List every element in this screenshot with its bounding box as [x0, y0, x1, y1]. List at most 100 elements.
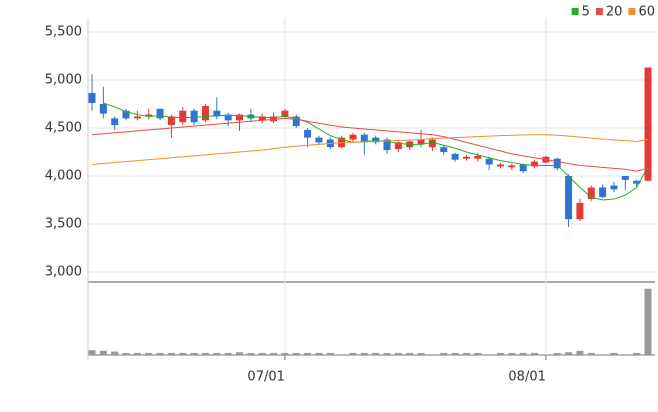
- candle-body: [111, 118, 119, 126]
- volume-bar: [179, 352, 187, 355]
- volume-bar: [406, 352, 414, 355]
- candle-body: [462, 156, 470, 159]
- volume-bar: [440, 352, 448, 355]
- candle-body: [428, 139, 436, 148]
- volume-bar: [372, 352, 380, 355]
- x-tick-label: 07/01: [247, 370, 284, 385]
- candle-body: [224, 114, 232, 121]
- volume-bar: [304, 352, 312, 355]
- candle-body: [519, 164, 527, 172]
- volume-bar: [349, 352, 357, 355]
- y-tick-label: 3,500: [45, 217, 82, 232]
- candle-body: [349, 134, 357, 140]
- volume-bar: [133, 352, 141, 355]
- y-tick-label: 3,000: [45, 265, 82, 280]
- candle-body: [576, 202, 584, 220]
- candle-body: [236, 114, 244, 121]
- volume-bar: [519, 352, 527, 355]
- volume-bar: [576, 350, 584, 355]
- candle-body: [621, 176, 629, 180]
- volume-bar: [360, 352, 368, 355]
- candle-body: [531, 161, 539, 167]
- y-tick-label: 5,500: [45, 25, 82, 40]
- legend-label: 5: [582, 5, 590, 20]
- volume-bar: [156, 352, 164, 355]
- candle-body: [201, 105, 209, 121]
- candle-body: [360, 134, 368, 143]
- y-tick-label: 4,000: [45, 169, 82, 184]
- volume-bar: [247, 352, 255, 355]
- volume-bar: [99, 350, 107, 355]
- volume-bar: [326, 352, 334, 355]
- volume-bar: [167, 352, 175, 355]
- volume-bar: [496, 352, 504, 355]
- candle-body: [258, 116, 266, 121]
- legend-swatch: [628, 8, 636, 15]
- candle-body: [417, 139, 425, 145]
- candle-body: [633, 180, 641, 184]
- ma-line: [91, 134, 649, 165]
- candle-body: [553, 158, 561, 169]
- volume-bar: [292, 352, 300, 355]
- candle-body: [440, 147, 448, 152]
- legend-label: 20: [606, 5, 623, 20]
- volume-bar: [565, 352, 573, 355]
- candle-body: [644, 67, 652, 181]
- volume-bar: [417, 352, 425, 355]
- candle-body: [167, 116, 175, 126]
- volume-bar: [644, 288, 652, 355]
- candle-body: [292, 116, 300, 127]
- volume-bar: [122, 352, 130, 355]
- volume-bar: [111, 351, 119, 355]
- candle-body: [156, 108, 164, 119]
- volume-bar: [315, 352, 323, 355]
- candle-body: [145, 114, 153, 117]
- candle-body: [179, 110, 187, 123]
- candle-body: [565, 176, 573, 220]
- candle-body: [88, 92, 96, 104]
- ma-line: [103, 102, 649, 201]
- volume-bar: [553, 352, 561, 355]
- candle-body: [383, 139, 391, 151]
- legend-swatch: [595, 8, 603, 15]
- y-tick-label: 4,500: [45, 121, 82, 136]
- legend-label: 60: [638, 5, 655, 20]
- candle-body: [587, 187, 595, 200]
- x-tick-label: 08/01: [508, 370, 545, 385]
- candle-body: [599, 187, 607, 198]
- volume-bar: [190, 352, 198, 355]
- volume-bar: [145, 352, 153, 355]
- volume-bar: [383, 352, 391, 355]
- candle-body: [451, 153, 459, 160]
- candle-body: [610, 185, 618, 190]
- volume-bar: [224, 352, 232, 355]
- ma-line: [91, 117, 649, 172]
- volume-bar: [258, 352, 266, 355]
- legend-swatch: [571, 8, 579, 15]
- volume-bar: [462, 352, 470, 355]
- volume-bar: [88, 350, 96, 355]
- volume-bar: [213, 352, 221, 355]
- volume-bar: [394, 352, 402, 355]
- candle-body: [304, 129, 312, 138]
- candle-body: [394, 142, 402, 150]
- candle-body: [496, 164, 504, 167]
- candle-body: [281, 110, 289, 117]
- candle-body: [99, 104, 107, 114]
- volume-bar: [633, 352, 641, 355]
- volume-bar: [236, 352, 244, 355]
- candle-body: [133, 116, 141, 119]
- volume-bar: [508, 352, 516, 355]
- candle-body: [122, 110, 130, 119]
- volume-bar: [474, 352, 482, 355]
- candle-body: [190, 110, 198, 123]
- candle-body: [213, 110, 221, 117]
- y-tick-label: 5,000: [45, 73, 82, 88]
- volume-bar: [610, 352, 618, 355]
- volume-bar: [201, 352, 209, 355]
- volume-bar: [281, 352, 289, 355]
- candle-body: [474, 155, 482, 159]
- candle-body: [508, 165, 516, 168]
- volume-bar: [451, 352, 459, 355]
